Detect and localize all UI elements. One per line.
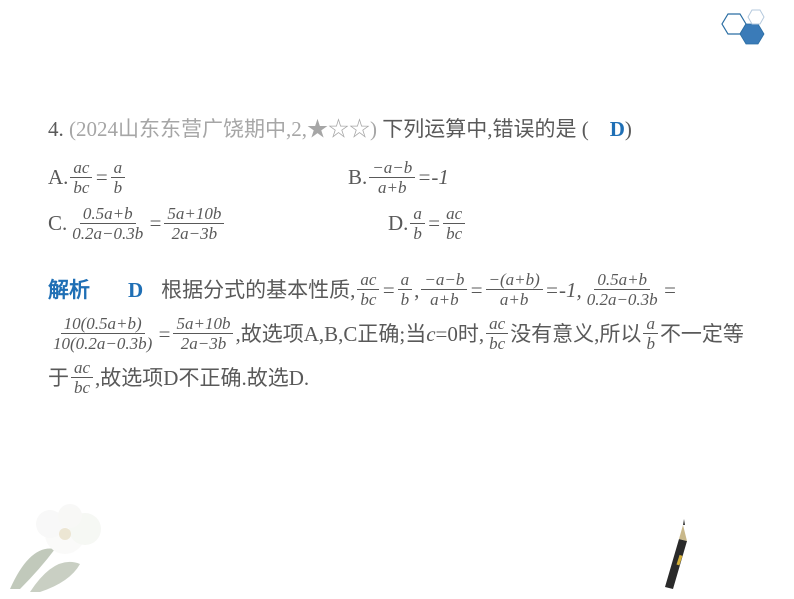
question-stem: 4. (2024山东东营广饶期中,2,★☆☆) 下列运算中,错误的是 ( D) [48, 110, 748, 150]
option-d-label: D. [388, 204, 408, 244]
explanation-line2: 10(0.5a+b)10(0.2a−0.3b) = 5a+10b2a−3b ,故… [48, 312, 748, 356]
explain-text5: 于 [48, 356, 69, 400]
fraction: a b [410, 205, 425, 242]
equals-neg1: =-1 [417, 158, 449, 198]
fraction: 10(0.5a+b)10(0.2a−0.3b) [50, 315, 155, 352]
equals: = [94, 158, 108, 198]
fraction: acbc [486, 315, 508, 352]
pen-icon [657, 519, 699, 594]
question-number: 4. [48, 117, 64, 141]
option-a-label: A. [48, 158, 68, 198]
fraction: −a−ba+b [421, 271, 467, 308]
equals-neg1: =-1, [545, 268, 582, 312]
explanation-line3: 于 acbc ,故选项D不正确.故选D. [48, 356, 748, 400]
fraction: acbc [357, 271, 379, 308]
fraction: 5a+10b 2a−3b [164, 205, 224, 242]
option-d: D. a b = ac bc [388, 204, 648, 244]
var-c: c [426, 312, 435, 356]
paren-open: ( [582, 117, 610, 141]
equals: = [148, 204, 162, 244]
comma: , [414, 268, 419, 312]
fraction: 0.5a+b 0.2a−0.3b [69, 205, 146, 242]
explain-text1: 根据分式的基本性质, [161, 268, 355, 312]
explain-text2b: =0时, [436, 312, 485, 356]
equals: = [157, 312, 171, 356]
fraction: −a−b a+b [369, 159, 415, 196]
answer-letter: D [610, 117, 625, 141]
explain-text3: 没有意义,所以 [510, 312, 641, 356]
fraction: ab [398, 271, 413, 308]
explain-text4: 不一定等 [660, 312, 744, 356]
explain-text2: ,故选项A,B,C正确;当 [235, 312, 426, 356]
fraction: ab [643, 315, 658, 352]
fraction: 5a+10b2a−3b [173, 315, 233, 352]
flower-icon [0, 474, 170, 594]
equals: = [381, 268, 395, 312]
equals: = [663, 268, 677, 312]
explanation: 解析 D 根据分式的基本性质, acbc = ab , −a−ba+b = −(… [48, 268, 748, 400]
fraction: acbc [71, 359, 93, 396]
explain-answer: D [128, 268, 143, 312]
option-b: B. −a−b a+b =-1 [348, 158, 648, 198]
option-a: A. ac bc = a b [48, 158, 348, 198]
fraction: ac bc [70, 159, 92, 196]
fraction: a b [111, 159, 126, 196]
fraction: ac bc [443, 205, 465, 242]
option-c: C. 0.5a+b 0.2a−0.3b = 5a+10b 2a−3b [48, 204, 388, 244]
question-source: (2024山东东营广饶期中,2,★☆☆) [69, 117, 377, 141]
fraction: 0.5a+b0.2a−0.3b [584, 271, 661, 308]
question-content: 4. (2024山东东营广饶期中,2,★☆☆) 下列运算中,错误的是 ( D) … [48, 110, 748, 400]
explain-text6: ,故选项D不正确.故选D. [95, 356, 309, 400]
equals: = [469, 268, 483, 312]
options-grid: A. ac bc = a b B. −a−b a+b =-1 C. 0.5a+b [48, 158, 728, 250]
explanation-line1: 解析 D 根据分式的基本性质, acbc = ab , −a−ba+b = −(… [48, 268, 748, 312]
explain-label: 解析 [48, 268, 90, 312]
option-b-label: B. [348, 158, 367, 198]
hexagon-icon [712, 8, 772, 61]
option-c-label: C. [48, 204, 67, 244]
fraction: −(a+b)a+b [486, 271, 543, 308]
equals: = [427, 204, 441, 244]
question-text: 下列运算中,错误的是 [382, 117, 576, 141]
paren-close: ) [625, 117, 632, 141]
